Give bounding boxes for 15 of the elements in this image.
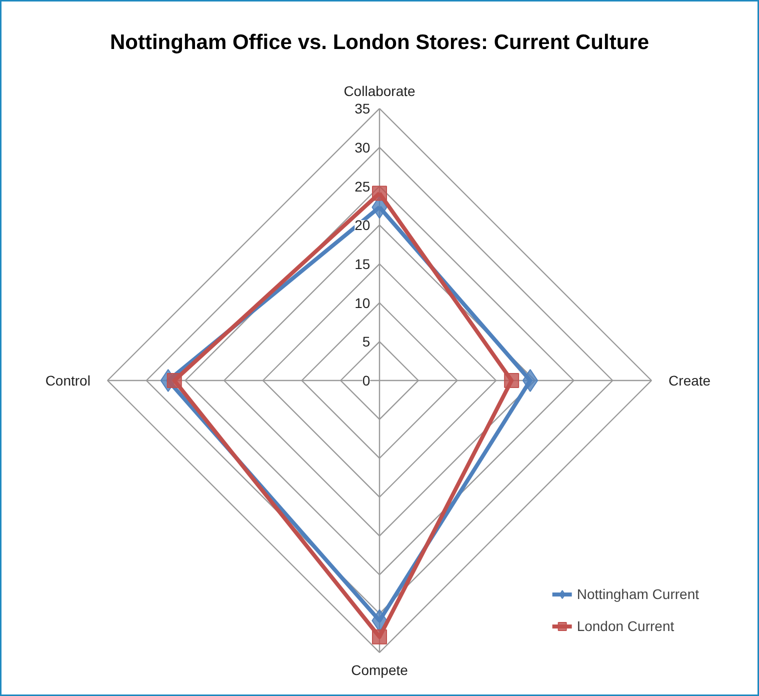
y-tick-label: 35 (354, 100, 370, 117)
chart-title: Nottingham Office vs. London Stores: Current Culture (110, 31, 650, 54)
y-tick-label: 10 (354, 294, 370, 311)
spoke-label: Control (45, 372, 90, 388)
spoke-label: Create (668, 372, 711, 388)
y-tick-label: 25 (354, 178, 370, 194)
y-tick-label: 0 (362, 372, 370, 388)
legend-label: London Current (576, 618, 674, 634)
y-tick-label: 15 (354, 256, 370, 272)
legend-label: Nottingham Current (576, 586, 699, 602)
spoke-label: Compete (351, 662, 408, 678)
y-tick-label: 20 (354, 217, 370, 234)
spoke-label: Collaborate (344, 83, 416, 100)
y-tick-label: 5 (362, 334, 370, 350)
y-tick-label: 30 (354, 139, 370, 156)
